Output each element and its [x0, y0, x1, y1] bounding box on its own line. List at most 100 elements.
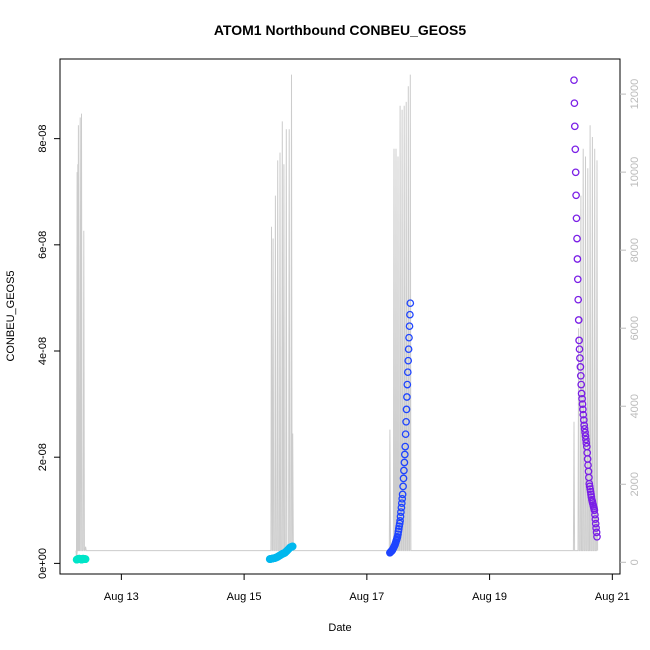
data-point — [397, 499, 406, 508]
data-point — [577, 380, 586, 389]
data-point — [398, 494, 407, 503]
data-point — [585, 473, 593, 482]
y2-tick-label: 12000 — [629, 79, 641, 110]
data-point — [404, 345, 413, 354]
x-tick-label: Aug 15 — [227, 591, 262, 603]
data-point — [399, 474, 408, 483]
data-point — [571, 145, 580, 154]
y-tick-label: 0e+00 — [37, 548, 49, 579]
y2-tick-label: 8000 — [629, 238, 641, 262]
y-axis-label: CONBEU_GEOS5 — [5, 270, 17, 361]
y-axis: 0e+00 2e-08 4e-08 6e-08 8e-08 — [37, 125, 60, 579]
data-point — [398, 490, 407, 499]
data-point — [396, 517, 404, 525]
y-tick-label: 8e-08 — [37, 125, 49, 153]
data-point — [572, 214, 581, 223]
data-point — [586, 487, 595, 496]
data-point — [582, 439, 591, 447]
data-point — [573, 275, 582, 284]
data-point — [591, 519, 600, 528]
data-point — [402, 417, 410, 426]
data-point — [579, 416, 588, 424]
data-point — [405, 333, 413, 342]
data-point — [593, 532, 601, 541]
y2-tick-label: 4000 — [629, 394, 641, 418]
data-point — [406, 299, 415, 308]
y2-tick-label: 6000 — [629, 316, 641, 340]
flight-4-points — [570, 76, 601, 541]
altitude-line — [75, 74, 599, 560]
data-point — [406, 310, 414, 319]
data-point — [570, 99, 579, 108]
data-point — [576, 354, 584, 362]
data-point — [404, 356, 413, 365]
data-point — [395, 519, 404, 528]
y-tick-label: 2e-08 — [37, 443, 49, 471]
data-point — [581, 432, 590, 440]
plot-frame — [59, 58, 621, 575]
flight-1-points — [72, 554, 90, 564]
data-point — [576, 363, 585, 371]
data-point — [579, 405, 587, 414]
data-point — [574, 295, 583, 304]
data-point — [403, 368, 412, 377]
data-point — [81, 555, 90, 563]
secondary-y-axis: 0 2000 4000 6000 8000 10000 12000 — [620, 79, 641, 565]
x-tick-label: Aug 21 — [595, 591, 630, 603]
data-point — [582, 435, 590, 444]
x-tick-label: Aug 13 — [104, 591, 139, 603]
data-point — [397, 503, 406, 512]
data-point — [585, 479, 594, 488]
data-point — [571, 168, 580, 177]
data-point — [591, 510, 599, 519]
data-point — [592, 528, 601, 537]
data-point — [570, 122, 579, 131]
data-point — [401, 442, 410, 451]
data-point — [405, 322, 414, 331]
data-point — [577, 389, 586, 398]
x-tick-label: Aug 19 — [472, 591, 507, 603]
data-point — [288, 542, 297, 551]
data-point — [590, 506, 599, 515]
data-point — [400, 466, 408, 475]
data-point — [403, 393, 411, 401]
data-point — [403, 380, 412, 389]
data-point — [580, 425, 589, 433]
y-tick-label: 4e-08 — [37, 337, 49, 365]
x-axis-label: Date — [328, 622, 351, 634]
x-tick-label: Aug 17 — [349, 591, 384, 603]
altitude-series-layer — [75, 74, 599, 560]
y-tick-label: 6e-08 — [37, 231, 49, 259]
data-point — [396, 512, 405, 521]
data-point — [592, 524, 600, 532]
data-point — [572, 191, 580, 200]
y2-tick-label: 10000 — [629, 157, 641, 188]
data-point — [591, 515, 600, 523]
data-point — [581, 428, 589, 437]
y2-tick-label: 0 — [629, 559, 641, 565]
data-point — [401, 430, 410, 439]
flight-2-points — [265, 542, 297, 563]
data-point — [399, 482, 407, 491]
data-point — [575, 336, 583, 345]
flight-3-points — [386, 299, 415, 557]
data-point — [402, 405, 411, 414]
data-point — [400, 458, 409, 467]
x-axis: Aug 13 Aug 15 Aug 17 Aug 19 Aug 21 — [104, 573, 630, 603]
data-point — [397, 508, 405, 516]
data-point — [400, 450, 409, 459]
data-point — [394, 525, 403, 533]
data-points-layer — [72, 76, 601, 564]
data-point — [576, 371, 585, 380]
data-point — [573, 234, 581, 243]
data-point — [578, 394, 586, 403]
data-point — [394, 530, 402, 539]
chart-title: ATOM1 Northbound CONBEU_GEOS5 — [214, 22, 466, 38]
data-point — [578, 400, 587, 408]
data-point — [575, 345, 584, 354]
data-point — [574, 316, 583, 324]
data-point — [579, 410, 588, 419]
data-point — [573, 255, 582, 263]
y2-tick-label: 2000 — [629, 472, 641, 496]
